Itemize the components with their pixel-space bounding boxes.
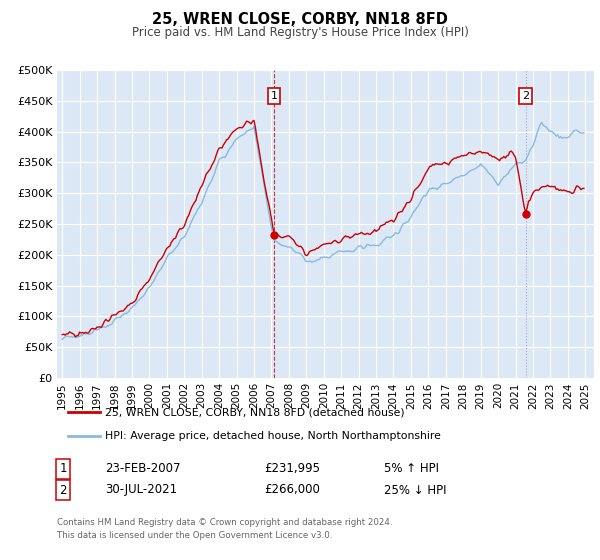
Text: 23-FEB-2007: 23-FEB-2007 [105, 462, 181, 475]
Text: 25, WREN CLOSE, CORBY, NN18 8FD (detached house): 25, WREN CLOSE, CORBY, NN18 8FD (detache… [105, 408, 404, 418]
Text: Price paid vs. HM Land Registry's House Price Index (HPI): Price paid vs. HM Land Registry's House … [131, 26, 469, 39]
Text: 1: 1 [59, 462, 67, 475]
Text: 30-JUL-2021: 30-JUL-2021 [105, 483, 177, 497]
Text: 2: 2 [522, 91, 529, 101]
Text: HPI: Average price, detached house, North Northamptonshire: HPI: Average price, detached house, Nort… [105, 431, 441, 441]
Text: 25, WREN CLOSE, CORBY, NN18 8FD: 25, WREN CLOSE, CORBY, NN18 8FD [152, 12, 448, 27]
Text: £266,000: £266,000 [264, 483, 320, 497]
Text: 25% ↓ HPI: 25% ↓ HPI [384, 483, 446, 497]
Text: £231,995: £231,995 [264, 462, 320, 475]
Text: Contains HM Land Registry data © Crown copyright and database right 2024.
This d: Contains HM Land Registry data © Crown c… [57, 519, 392, 540]
Text: 1: 1 [271, 91, 277, 101]
Text: 5% ↑ HPI: 5% ↑ HPI [384, 462, 439, 475]
Text: 2: 2 [59, 483, 67, 497]
